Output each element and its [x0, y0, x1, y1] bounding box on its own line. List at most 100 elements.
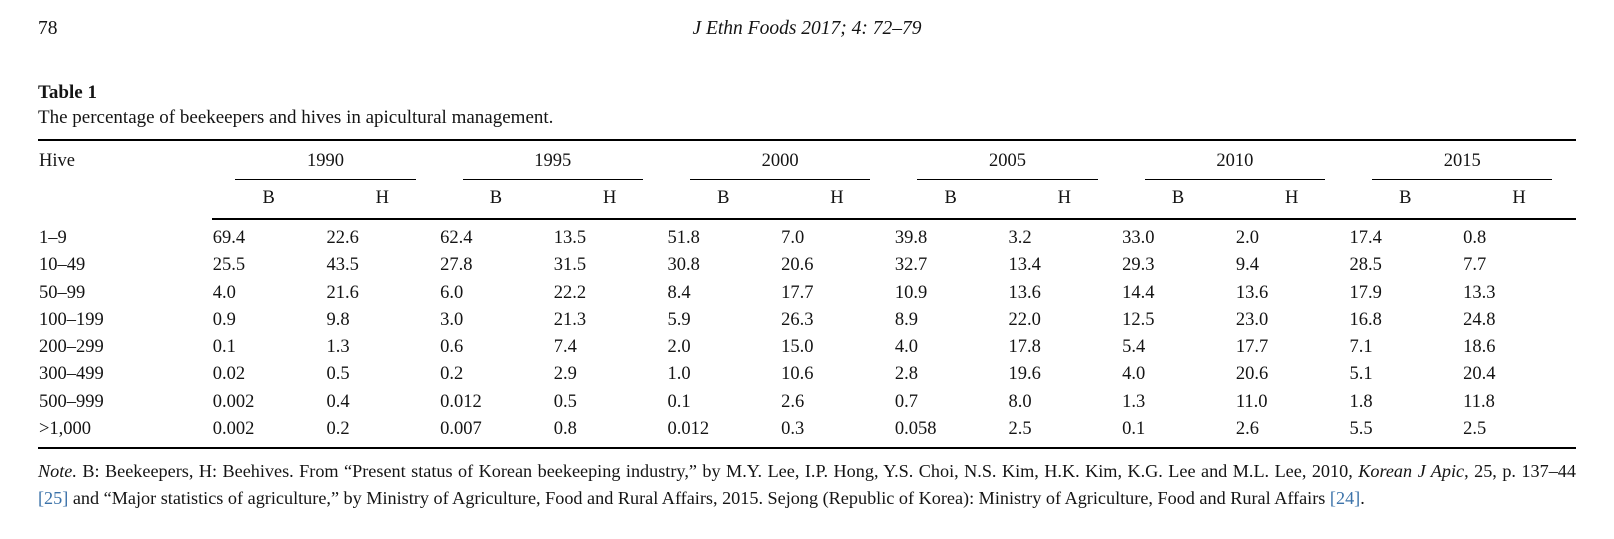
subheader-H-1995: H	[552, 181, 667, 220]
table-cell: 2.6	[1235, 419, 1259, 440]
beekeepers-hives-table: Hive 1990 1995 2000 2005 2010 2015 B H B H B H B H B H B H…	[38, 139, 1576, 450]
running-head: 78 J Ethn Foods 2017; 4: 72–79	[38, 18, 1576, 46]
table-cell: 12.5	[1122, 309, 1155, 330]
subheader-H-2000: H	[780, 181, 894, 220]
table-cell: 2.0	[667, 337, 691, 358]
table-cell: 21.6	[326, 282, 359, 303]
subheader-H-2015: H	[1462, 181, 1576, 220]
table-cell: 15.0	[781, 337, 814, 358]
citation-link-25[interactable]: [25]	[38, 488, 69, 509]
table-cell: 9.8	[326, 309, 350, 330]
table-cell: 2.6	[781, 391, 805, 412]
table-row: 100–199 0.9 9.8 3.0 21.3 5.9 26.3 8.9 22.0 12.5 23…	[38, 307, 1576, 334]
table-cell: 3.0	[440, 309, 464, 330]
table-cell: 39.8	[894, 228, 928, 248]
table-header: Hive 1990 1995 2000 2005 2010 2015 B H B H B H B H B H B H	[38, 140, 1576, 220]
hive-range-label: 200–299	[39, 337, 104, 358]
table-cell: 24.8	[1463, 309, 1496, 330]
hive-range-label: 1–9	[39, 227, 67, 248]
table-cell: 22.6	[326, 228, 359, 248]
table-cell: 0.7	[894, 391, 918, 412]
table-cell: 2.0	[1235, 228, 1259, 248]
table-caption-block: Table 1 The percentage of beekeepers and…	[38, 80, 1576, 130]
subheader-B-2000: B	[666, 181, 781, 220]
table-cell: 22.2	[553, 282, 587, 303]
table-cell: 1.3	[326, 337, 350, 358]
hive-range-label: 10–49	[39, 255, 86, 276]
table-cell: 2.8	[894, 364, 918, 385]
year-header-2015: 2015	[1349, 140, 1577, 181]
table-cell: 0.1	[667, 391, 691, 412]
table-body: 1–9 69.4 22.6 62.4 13.5 51.8 7.0 39.8 3.2 33.0 2.0…	[38, 219, 1576, 448]
table-cell: 16.8	[1349, 309, 1382, 330]
year-header-2005: 2005	[894, 140, 1121, 181]
subheader-B-2015: B	[1348, 181, 1463, 220]
table-cell: 10.6	[781, 364, 814, 385]
hive-range-label: 500–999	[39, 391, 104, 412]
table-cell: 1.8	[1349, 391, 1373, 412]
table-cell: 0.5	[326, 364, 350, 385]
note-italic-text: Note.	[38, 461, 77, 482]
subheader-B-2005: B	[893, 181, 1008, 220]
hive-range-label: >1,000	[39, 419, 92, 440]
table-cell: 2.9	[553, 364, 577, 385]
year-label: 1990	[235, 151, 416, 180]
table-cell: 18.6	[1463, 337, 1496, 358]
year-label: 1995	[462, 151, 643, 180]
hive-range-label: 100–199	[39, 309, 104, 330]
table-cell: 4.0	[894, 337, 918, 358]
note-text: and “Major statistics of agriculture,” b…	[68, 488, 1330, 509]
table-row: 300–499 0.02 0.5 0.2 2.9 1.0 10.6 2.8 19.6 4.0 20.…	[38, 361, 1576, 388]
table-cell: 17.4	[1349, 228, 1382, 248]
note-text: , 25, p. 137–44	[1464, 461, 1576, 482]
table-row: 200–299 0.1 1.3 0.6 7.4 2.0 15.0 4.0 17.8 5.4 17.7…	[38, 334, 1576, 361]
year-header-1990: 1990	[212, 140, 439, 181]
table-cell: 51.8	[667, 228, 700, 248]
table-cell: 6.0	[440, 282, 464, 303]
citation-link-24[interactable]: [24]	[1329, 488, 1361, 509]
table-cell: 30.8	[667, 255, 700, 276]
year-label: 2005	[917, 151, 1098, 180]
table-cell: 17.9	[1349, 282, 1382, 303]
table-cell: 43.5	[326, 255, 359, 276]
table-cell: 11.0	[1235, 391, 1268, 412]
table-cell: 1.3	[1122, 391, 1146, 412]
table-cell: 69.4	[212, 228, 246, 248]
table-cell: 0.4	[326, 391, 350, 412]
journal-reference: J Ethn Foods 2017; 4: 72–79	[692, 18, 922, 39]
table-cell: 33.0	[1122, 228, 1155, 248]
table-row: >1,000 0.002 0.2 0.007 0.8 0.012 0.3 0.058 2.5 0.…	[38, 416, 1576, 448]
table-cell: 13.3	[1463, 282, 1496, 303]
table-cell: 4.0	[1122, 364, 1146, 385]
table-cell: 22.0	[1008, 309, 1041, 330]
year-label: 2010	[1144, 151, 1325, 180]
table-cell: 0.007	[440, 419, 482, 440]
table-cell: 0.2	[326, 419, 350, 440]
table-label: Table 1	[38, 82, 97, 103]
table-cell: 0.9	[212, 309, 236, 330]
table-cell: 13.5	[553, 228, 587, 248]
year-label: 2000	[690, 151, 871, 180]
table-cell: 2.5	[1463, 419, 1487, 440]
column-header-hive: Hive	[39, 151, 75, 171]
table-cell: 7.0	[781, 228, 805, 248]
table-cell: 27.8	[440, 255, 473, 276]
page-number: 78	[38, 18, 58, 39]
year-header-row: Hive 1990 1995 2000 2005 2010 2015	[38, 140, 1576, 181]
subheader-H-1990: H	[325, 181, 440, 220]
table-caption-text: The percentage of beekeepers and hives i…	[38, 107, 554, 128]
table-cell: 13.6	[1008, 282, 1041, 303]
table-cell: 1.0	[667, 364, 691, 385]
table-cell: 20.4	[1463, 364, 1496, 385]
table-note: Note. B: Beekeepers, H: Beehives. From “…	[38, 458, 1576, 512]
note-italic-text: Korean J Apic	[1358, 461, 1465, 482]
subheader-H-2005: H	[1007, 181, 1122, 220]
hive-range-label: 50–99	[39, 282, 86, 303]
table-cell: 13.4	[1008, 255, 1041, 276]
table-cell: 0.5	[553, 391, 577, 412]
table-cell: 10.9	[894, 282, 928, 303]
table-cell: 14.4	[1122, 282, 1155, 303]
table-cell: 21.3	[553, 309, 587, 330]
table-cell: 0.8	[1463, 228, 1487, 248]
